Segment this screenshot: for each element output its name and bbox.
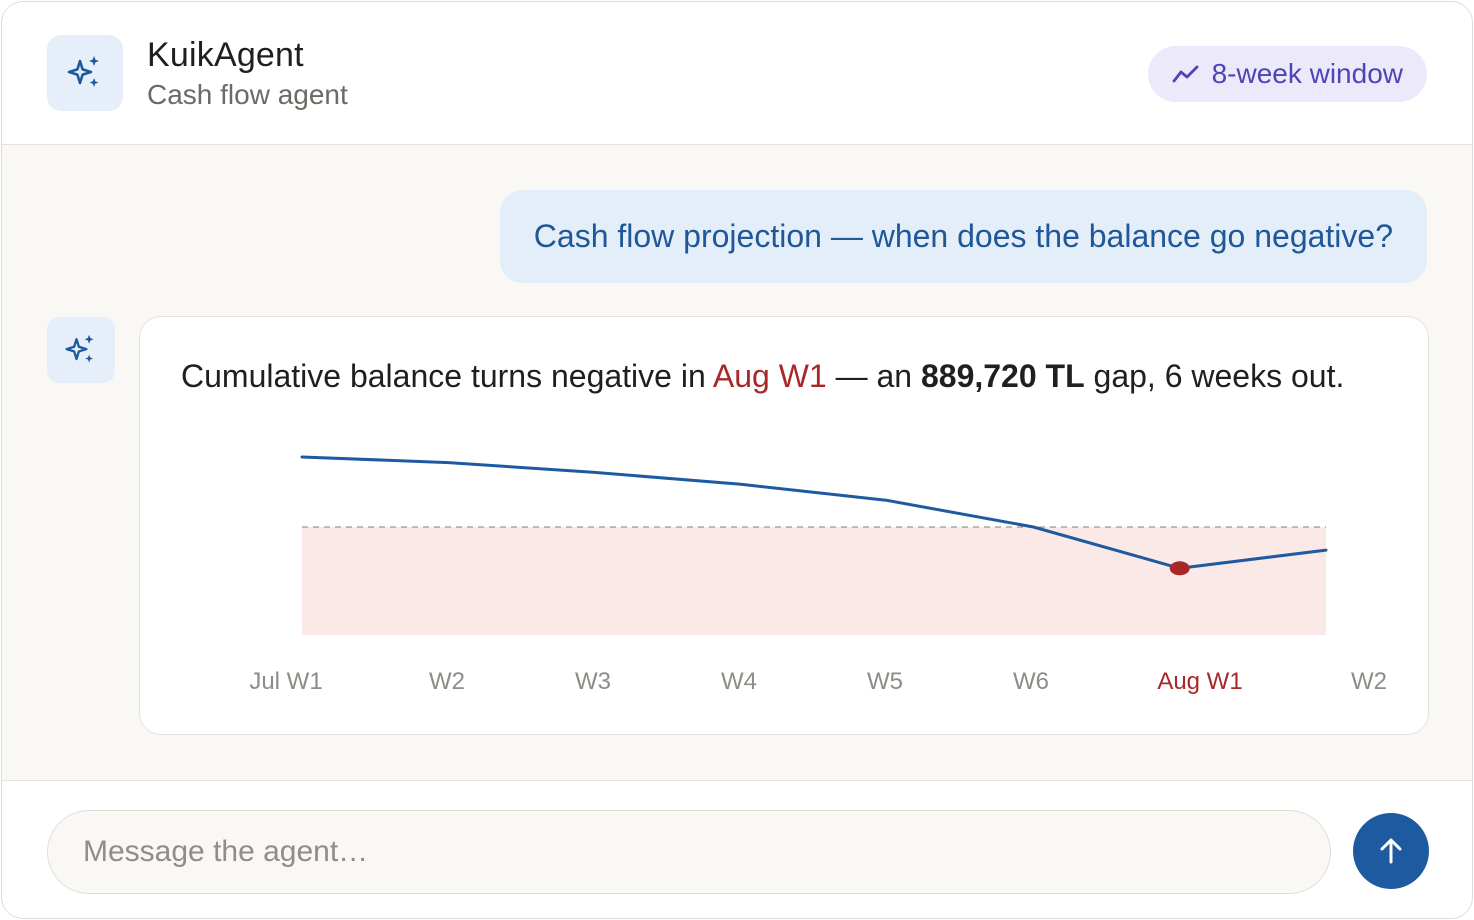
chat-area: Cash flow projection — when does the bal…	[2, 145, 1472, 780]
agent-text-part1: Cumulative balance turns negative in	[181, 358, 713, 394]
app-subtitle: Cash flow agent	[147, 79, 348, 110]
x-tick-label: W6	[1013, 668, 1049, 695]
x-tick-label: W3	[575, 668, 611, 695]
x-tick-label: W5	[867, 668, 903, 695]
agent-message-text: Cumulative balance turns negative in Aug…	[181, 358, 1344, 395]
negative-point-marker	[1169, 561, 1190, 576]
message-input[interactable]	[47, 810, 1331, 894]
window-range-pill[interactable]: 8-week window	[1147, 46, 1427, 102]
x-tick-label: W4	[721, 668, 757, 695]
sparkles-icon	[65, 334, 94, 363]
send-button[interactable]	[1353, 813, 1429, 889]
trend-line-icon	[1172, 65, 1198, 83]
agent-message-avatar	[47, 317, 115, 383]
series-line	[300, 455, 1328, 570]
agent-message-card: Cumulative balance turns negative in Aug…	[139, 316, 1429, 735]
x-tick-label: Jul W1	[249, 668, 322, 695]
x-tick-label: W2	[429, 668, 465, 695]
sparkles-icon	[67, 56, 99, 87]
agent-text-part2: — an	[826, 358, 921, 394]
agent-text-part3: gap, 6 weeks out.	[1084, 358, 1345, 394]
gap-amount: 889,720 TL	[920, 358, 1085, 394]
app-title: KuikAgent	[147, 36, 304, 74]
negative-week-highlight: Aug W1	[712, 358, 827, 394]
cashflow-chart: Jul W1 W2 W3 W4 W5 W6 Aug W1 W2	[249, 455, 1387, 695]
x-tick-label: W2	[1351, 668, 1387, 695]
composer	[2, 780, 1472, 918]
window-range-label: 8-week window	[1211, 58, 1403, 89]
arrow-up-icon	[1380, 838, 1402, 864]
negative-region	[302, 527, 1326, 635]
user-message: Cash flow projection — when does the bal…	[499, 190, 1427, 283]
header: KuikAgent Cash flow agent 8-week window	[2, 2, 1472, 145]
agent-avatar	[47, 35, 123, 111]
x-tick-label: Aug W1	[1157, 668, 1242, 695]
